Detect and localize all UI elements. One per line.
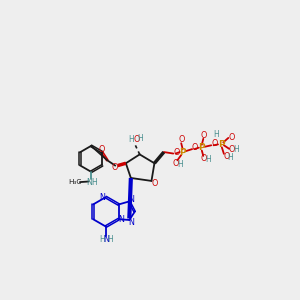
Text: H: H xyxy=(178,160,183,169)
Text: O: O xyxy=(211,139,217,148)
Text: H: H xyxy=(214,130,219,139)
Text: O: O xyxy=(200,154,206,163)
Text: P: P xyxy=(218,140,224,149)
Text: O: O xyxy=(223,152,230,161)
Text: O: O xyxy=(228,133,235,142)
Text: N: N xyxy=(86,178,92,187)
Text: O: O xyxy=(152,179,158,188)
Text: N: N xyxy=(128,195,134,204)
Text: N: N xyxy=(103,235,109,244)
Text: H₃C: H₃C xyxy=(68,179,81,185)
Text: P: P xyxy=(199,143,205,152)
Text: H: H xyxy=(233,145,239,154)
Text: P: P xyxy=(179,148,186,157)
Text: H: H xyxy=(107,235,112,244)
Text: N: N xyxy=(128,218,134,226)
Text: H: H xyxy=(91,178,97,187)
Text: O: O xyxy=(173,159,179,168)
Text: H: H xyxy=(138,134,143,143)
Text: N: N xyxy=(99,193,105,202)
Text: H: H xyxy=(227,153,233,162)
Text: H: H xyxy=(99,235,105,244)
Text: H: H xyxy=(128,135,134,144)
Text: O: O xyxy=(112,163,118,172)
Text: H: H xyxy=(205,155,211,164)
Text: N: N xyxy=(118,215,124,224)
Text: O: O xyxy=(229,145,235,154)
Text: O: O xyxy=(134,135,140,144)
Text: O: O xyxy=(178,136,184,145)
Text: O: O xyxy=(192,143,198,152)
Text: O: O xyxy=(98,145,105,154)
Text: O: O xyxy=(173,148,179,157)
Text: O: O xyxy=(200,131,206,140)
